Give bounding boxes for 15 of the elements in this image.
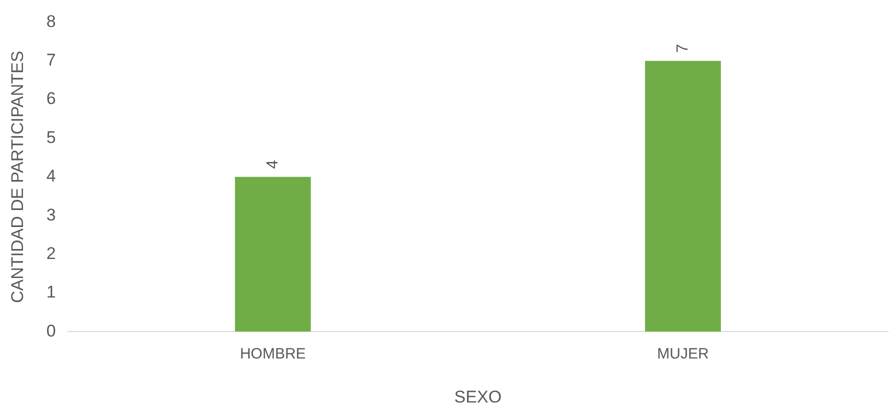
- y-tick-label: 7: [46, 50, 56, 70]
- y-axis-title: CANTIDAD DE PARTICIPANTES: [8, 50, 27, 303]
- y-tick-label: 2: [46, 244, 56, 263]
- y-tick-label: 0: [46, 321, 56, 340]
- data-label: 4: [264, 160, 282, 169]
- y-tick-label: 5: [46, 128, 56, 147]
- y-tick-label: 4: [46, 166, 56, 186]
- y-tick-label: 1: [46, 282, 56, 302]
- y-tick-label: 6: [46, 89, 56, 108]
- y-tick-label: 8: [46, 12, 56, 31]
- data-label: 7: [674, 44, 692, 53]
- y-tick-label: 3: [46, 205, 56, 224]
- x-tick-label: MUJER: [657, 346, 709, 363]
- x-axis-title: SEXO: [454, 387, 502, 406]
- x-tick-label: HOMBRE: [240, 346, 306, 363]
